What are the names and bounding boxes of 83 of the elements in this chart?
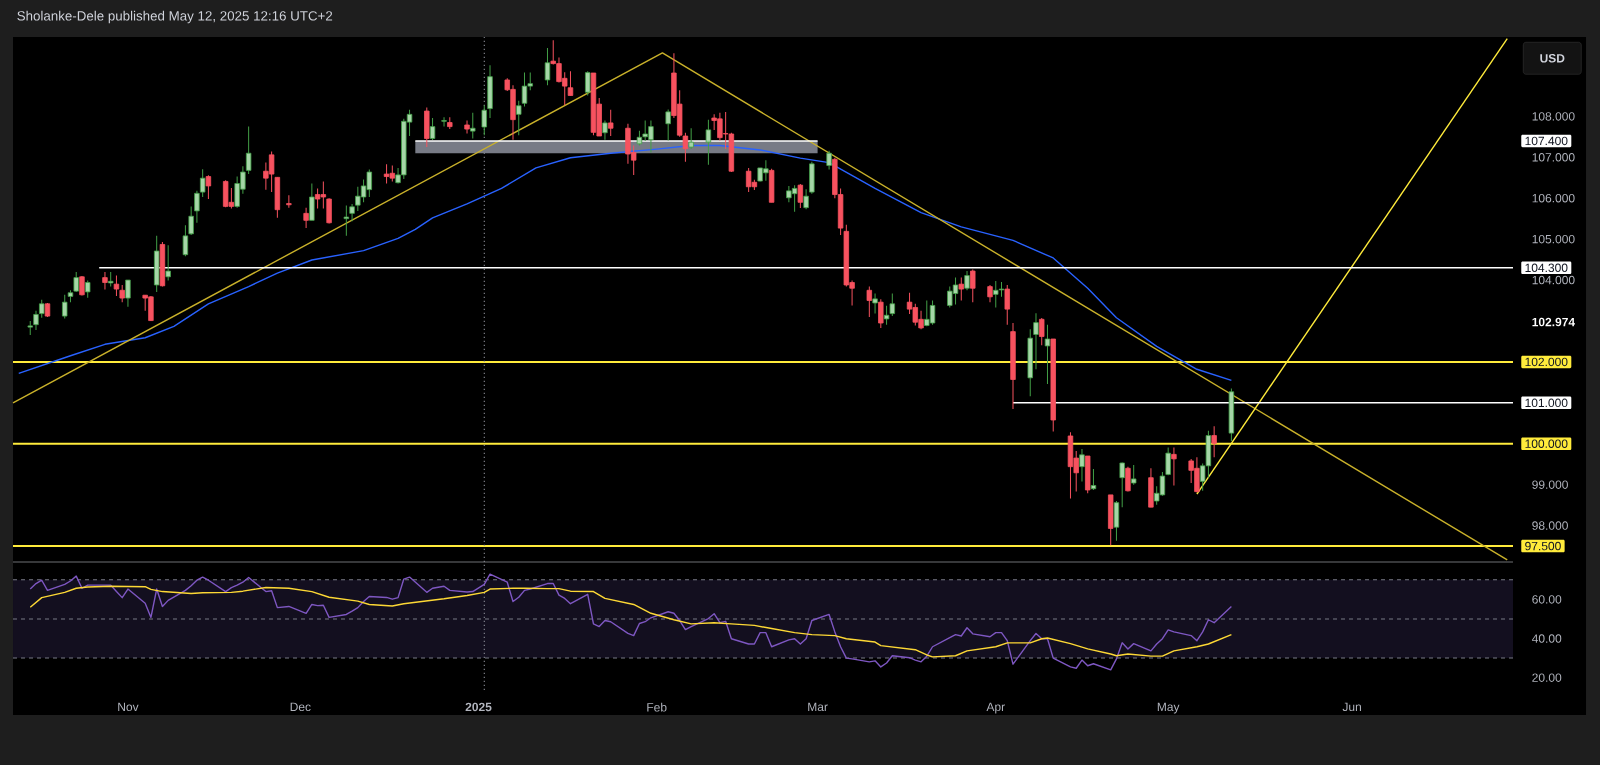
candlestick	[102, 271, 108, 290]
candlestick	[1171, 446, 1177, 486]
y-tick-label: 60.00	[1532, 595, 1562, 604]
y-tick-label: 20.00	[1532, 673, 1562, 682]
candlestick	[326, 197, 332, 225]
candlestick	[1079, 448, 1085, 482]
candlestick	[567, 70, 574, 97]
candlestick	[286, 194, 292, 209]
x-tick-label: May	[1157, 702, 1180, 714]
candlestick	[958, 277, 964, 302]
x-tick-label: Mar	[808, 702, 828, 712]
x-tick-label: Nov	[118, 702, 139, 712]
candlestick	[1119, 462, 1125, 508]
x-tick-label: Apr	[986, 702, 1005, 714]
candlestick	[245, 126, 252, 175]
y-tick-label: 108.000	[1532, 112, 1575, 121]
candlestick	[1044, 324, 1051, 385]
text: USD	[1540, 54, 1565, 63]
ref-line-label: 97.500	[1525, 541, 1561, 551]
candlestick	[464, 119, 470, 135]
series-label: 104.300	[1525, 263, 1568, 273]
candlestick	[1130, 464, 1137, 486]
candlestick	[303, 207, 309, 229]
x-tick-label: Feb	[647, 702, 667, 712]
candlestick	[113, 275, 120, 297]
candlestick	[665, 108, 671, 142]
x-tick-label: Dec	[290, 702, 311, 712]
y-tick-label: 107.000	[1532, 153, 1575, 162]
ref-line-label: 102.000	[1525, 357, 1568, 367]
line-series	[29, 585, 1233, 658]
candlestick	[205, 174, 212, 200]
candlestick	[878, 298, 884, 329]
candlestick	[803, 188, 809, 210]
candlestick	[688, 127, 694, 150]
candlestick	[797, 183, 804, 209]
candlestick	[1125, 466, 1131, 493]
x-tick-label: 2025	[465, 702, 492, 712]
candlestick	[866, 286, 873, 318]
candlestick	[608, 109, 614, 137]
candlestick	[199, 168, 206, 198]
y-tick-label: 106.000	[1532, 193, 1575, 203]
y-tick-label: 98.000	[1532, 521, 1568, 530]
candlestick	[585, 70, 591, 97]
text: 107.400	[1525, 136, 1568, 146]
candlestick	[1004, 284, 1010, 326]
series-label: 101.000	[1525, 398, 1568, 408]
candlestick	[705, 119, 712, 166]
chart-title: Sholanke-Dele published May 12, 2025 12:16 UTC+2	[17, 10, 333, 24]
candlestick	[441, 116, 447, 128]
candlestick	[1039, 317, 1045, 346]
y-tick-label: 105.000	[1532, 234, 1575, 244]
candlestick	[165, 244, 171, 281]
candlestick	[1090, 468, 1097, 491]
candlestick	[964, 270, 970, 291]
candlestick	[516, 100, 522, 136]
candlestick	[125, 279, 131, 308]
candlestick	[343, 205, 350, 237]
candlestick	[188, 205, 194, 236]
candlestick	[970, 268, 976, 303]
candlestick	[309, 182, 315, 221]
candlestick	[194, 190, 200, 224]
candlestick	[470, 112, 476, 139]
x-tick-label: Jun	[1342, 702, 1361, 712]
candlestick	[1211, 425, 1217, 458]
candlestick	[429, 117, 436, 141]
ref-line-label: 100.000	[1525, 439, 1568, 448]
y-tick-label: 102.974	[1532, 317, 1576, 327]
y-tick-label: 99.000	[1532, 480, 1568, 489]
y-tick-label: 104.000	[1532, 275, 1575, 285]
candlestick	[872, 293, 878, 315]
candlestick	[182, 224, 189, 257]
candlestick	[544, 47, 551, 86]
candlestick	[602, 119, 608, 141]
candlestick	[349, 203, 355, 222]
candlestick	[62, 294, 68, 320]
candlestick	[1033, 312, 1039, 370]
candlestick	[1165, 446, 1171, 476]
candlestick	[826, 150, 832, 171]
candlestick	[73, 271, 79, 293]
candlestick	[39, 299, 45, 319]
candlestick	[481, 104, 487, 136]
candlestick	[33, 310, 39, 331]
y-tick-label: 40.00	[1531, 634, 1562, 643]
